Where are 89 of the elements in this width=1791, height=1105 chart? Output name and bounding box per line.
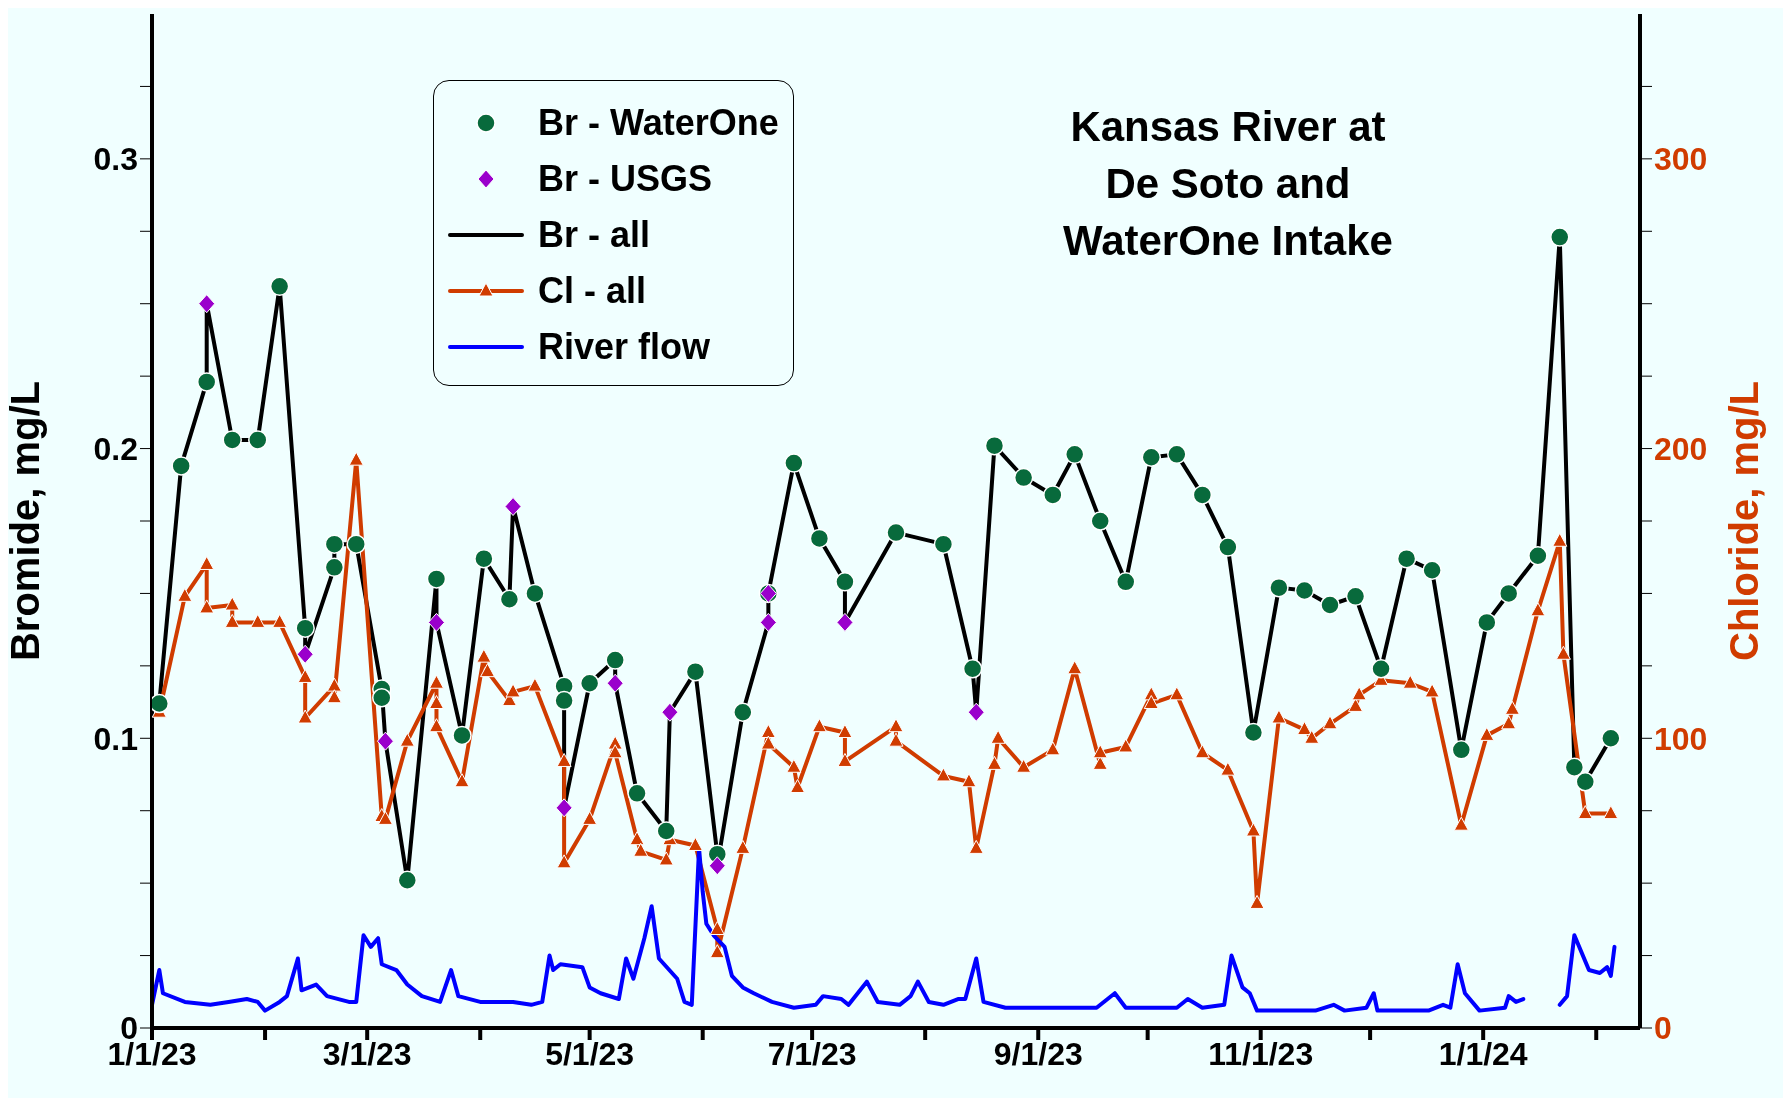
point [1498, 583, 1519, 604]
point [656, 821, 676, 841]
point [1396, 548, 1417, 569]
point [346, 534, 366, 554]
point [504, 497, 522, 517]
x-tick-label: 7/1/23 [767, 1035, 857, 1072]
point [1269, 577, 1289, 598]
point [1294, 580, 1315, 601]
point [967, 702, 985, 722]
point [474, 548, 494, 569]
y-axis-title: Bromide, mg/L [3, 380, 48, 662]
point [1043, 485, 1063, 505]
point [962, 659, 983, 679]
point [222, 430, 242, 450]
point [809, 528, 830, 549]
point [372, 687, 392, 708]
point [171, 456, 191, 476]
point [1192, 485, 1213, 505]
x-tick-label: 1/1/24 [1438, 1035, 1528, 1072]
legend-label: Br - all [538, 214, 651, 256]
point [1218, 537, 1238, 557]
point [1477, 612, 1497, 633]
point [1575, 771, 1596, 792]
point [397, 870, 418, 890]
x-tick-label: 9/1/23 [993, 1035, 1083, 1072]
point [1371, 659, 1391, 679]
point [525, 583, 545, 604]
point [427, 612, 445, 632]
point [1141, 447, 1162, 468]
x-tick-label: 11/1/23 [1208, 1035, 1314, 1072]
point [1243, 722, 1264, 743]
point [554, 690, 574, 711]
x-tick-label: 5/1/23 [545, 1035, 635, 1072]
y-tick-label: 0.3 [93, 141, 138, 178]
point [579, 673, 600, 693]
point [1422, 560, 1442, 580]
y2-tick-label: 100 [1654, 720, 1708, 757]
legend-label: Br - WaterOne [538, 102, 779, 144]
point [296, 644, 314, 664]
y2-axis-title: Chloride, mg/L [1722, 381, 1767, 661]
point [835, 572, 855, 592]
point [984, 435, 1005, 456]
point [295, 618, 315, 638]
point [605, 650, 625, 670]
legend-label: River flow [538, 326, 711, 368]
point [933, 534, 954, 554]
point [1090, 511, 1110, 531]
point [886, 522, 906, 543]
point [1564, 757, 1585, 778]
point [269, 276, 290, 297]
legend-label: Br - USGS [538, 158, 713, 200]
point [1013, 467, 1034, 488]
point [606, 673, 624, 693]
point [1601, 728, 1621, 749]
point [1116, 572, 1136, 592]
point [198, 294, 216, 314]
point [627, 783, 647, 804]
point [708, 856, 726, 876]
point [1528, 546, 1548, 566]
point [248, 430, 268, 450]
point [733, 702, 753, 722]
point [1451, 740, 1472, 760]
y-tick-label: 0.2 [93, 430, 138, 467]
point [836, 612, 854, 632]
legend-label: Cl - all [538, 270, 647, 312]
y-tick-label: 0.1 [93, 720, 138, 757]
point [685, 661, 706, 682]
y2-tick-label: 300 [1654, 141, 1708, 178]
text: Kansas River at De Soto and WaterOne Intake [1062, 102, 1394, 266]
point [1550, 227, 1570, 247]
point [196, 372, 217, 392]
point [555, 798, 573, 818]
point [1167, 444, 1187, 465]
y2-tick-label: 200 [1654, 430, 1708, 467]
point [426, 569, 447, 589]
point [759, 612, 777, 632]
point [376, 731, 394, 751]
x-tick-label: 3/1/23 [322, 1035, 412, 1072]
point [324, 534, 345, 554]
point [499, 589, 520, 609]
point [661, 702, 679, 722]
point [152, 693, 170, 714]
point [452, 725, 472, 746]
point [784, 453, 804, 473]
point [1345, 586, 1366, 607]
y2-tick-label: 0 [1654, 1010, 1672, 1047]
point [1064, 444, 1085, 465]
point [1320, 595, 1340, 615]
point [324, 557, 345, 578]
